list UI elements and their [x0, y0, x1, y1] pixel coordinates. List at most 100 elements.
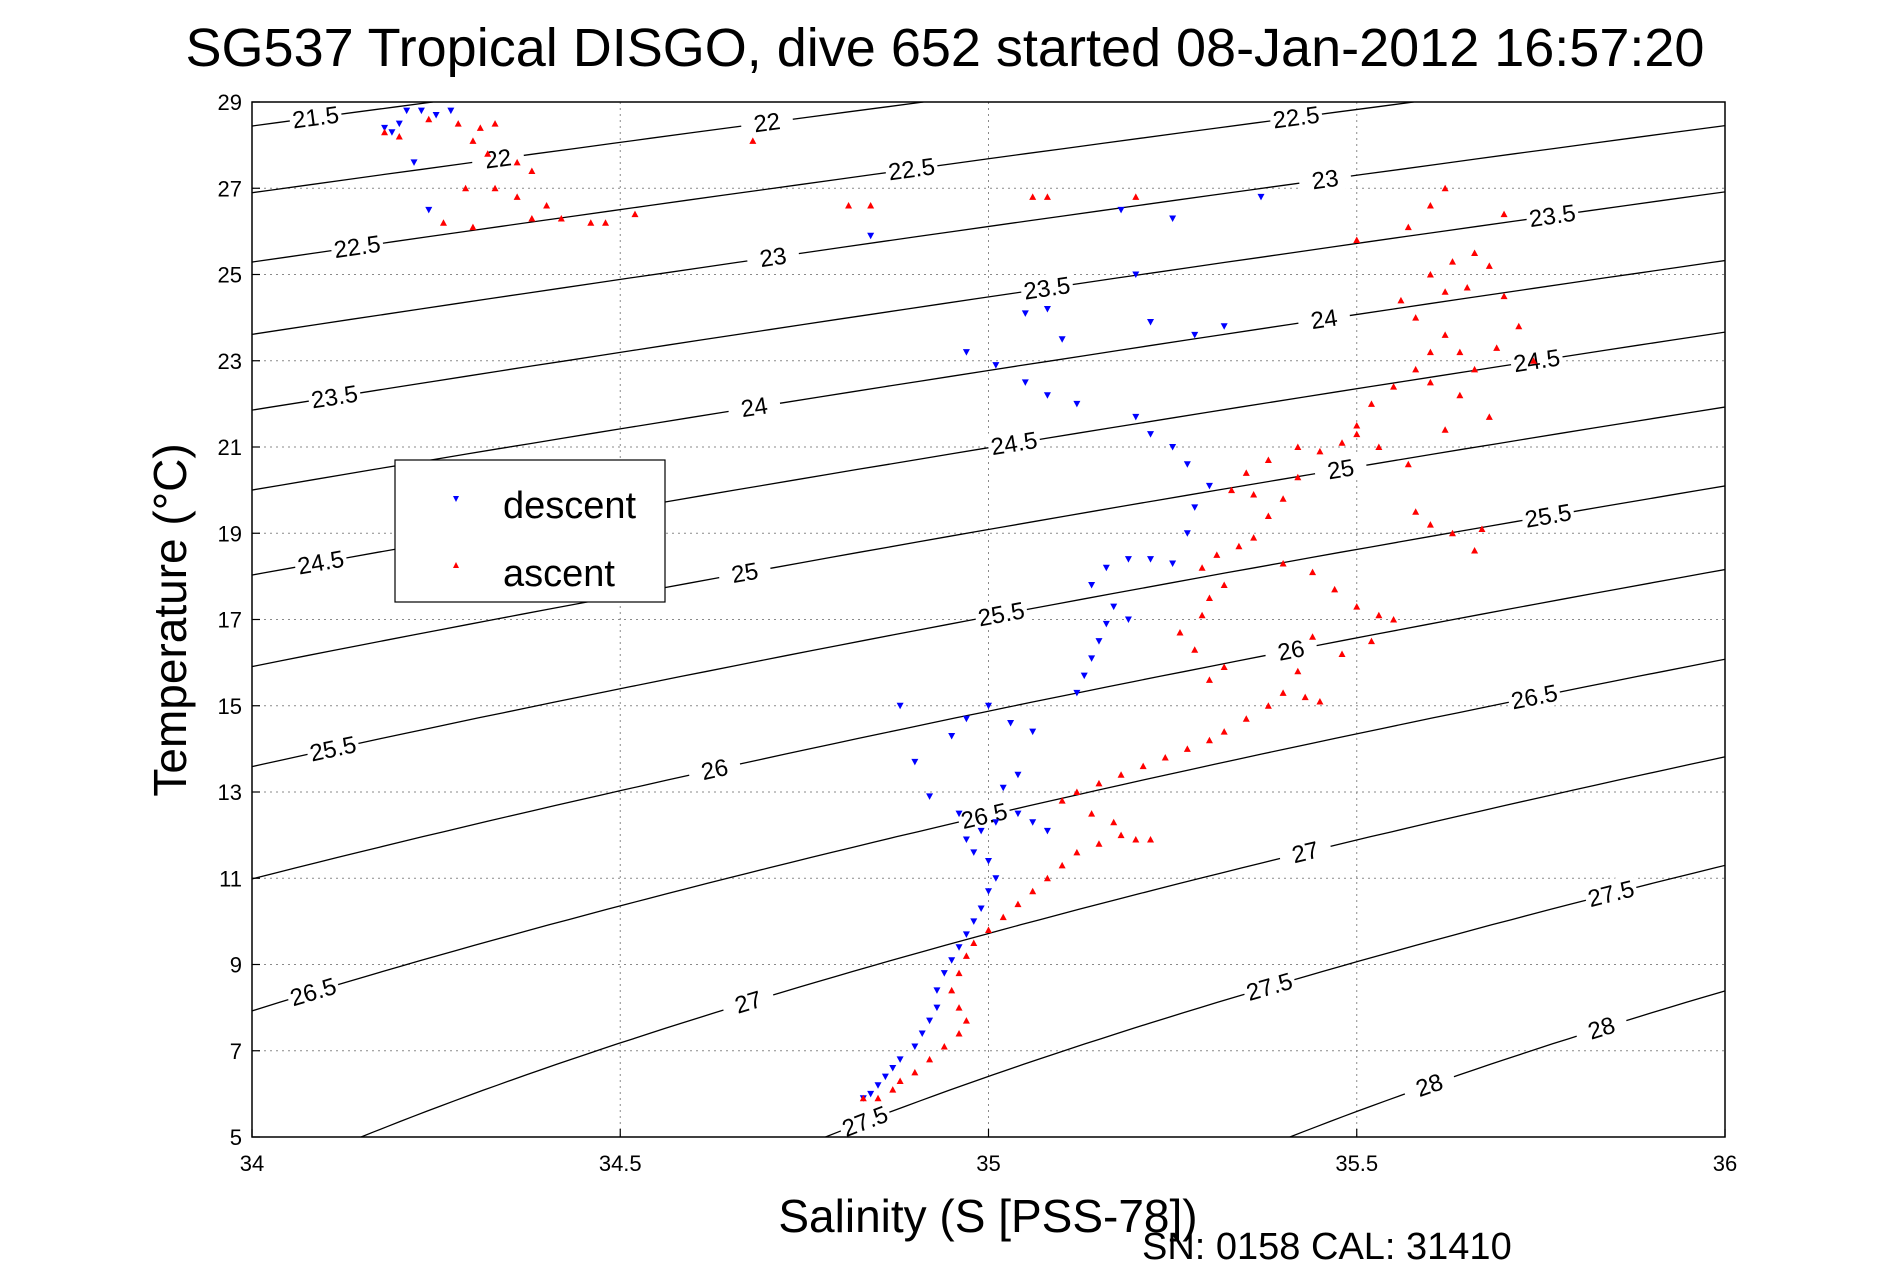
descent-point	[962, 931, 970, 938]
contour-label-bg	[739, 105, 795, 139]
descent-point	[381, 124, 389, 132]
ascent-point	[1426, 202, 1434, 209]
ascent-point	[1441, 331, 1449, 338]
descent-point	[417, 107, 425, 115]
density-contour-line	[1289, 990, 1725, 1137]
ascent-point	[1250, 490, 1258, 498]
contour-label-bg	[292, 544, 349, 580]
x-tick-label: 35.5	[1335, 1151, 1378, 1176]
descent-point	[1132, 413, 1140, 421]
contour-label-group: 23.5	[1524, 198, 1580, 233]
descent-point	[926, 793, 934, 800]
descent-point	[970, 849, 978, 856]
contour-label: 24	[1309, 304, 1339, 335]
ascent-point	[1500, 210, 1508, 218]
contour-label-bg	[1297, 162, 1353, 196]
contour-label: 25	[1325, 454, 1356, 485]
descent-point	[977, 905, 985, 912]
descent-point	[948, 957, 956, 964]
contour-label-group: 27	[1276, 832, 1334, 871]
contour-label-group: 22	[470, 141, 526, 175]
descent-point	[962, 715, 970, 723]
ascent-point	[1242, 715, 1250, 722]
ascent-point	[867, 202, 875, 209]
ascent-point	[1279, 495, 1287, 502]
ascent-point	[1441, 184, 1449, 192]
descent-point	[867, 1090, 875, 1098]
ascent-point	[1117, 831, 1125, 839]
descent-point	[889, 1065, 897, 1072]
descent-point	[1147, 431, 1155, 438]
contour-label-bg	[1262, 631, 1319, 668]
contour-label-group: 25.5	[1520, 497, 1576, 534]
ascent-point	[999, 913, 1007, 921]
ascent-point	[1205, 676, 1213, 683]
ascent-point	[1139, 762, 1147, 770]
contour-label-group: 23	[1297, 162, 1353, 196]
x-tick-label: 34.5	[599, 1151, 642, 1176]
contour-label-group: 24	[1296, 301, 1352, 335]
density-contour-line	[252, 568, 1725, 880]
descent-point	[896, 702, 904, 710]
ascent-point	[462, 184, 470, 192]
ascent-point	[845, 202, 853, 209]
contour-label-group: 22.5	[883, 151, 939, 186]
x-tick-label: 35	[976, 1151, 1000, 1176]
ascent-point	[491, 184, 499, 192]
descent-point	[1169, 215, 1177, 222]
ascent-point	[1264, 512, 1272, 519]
legend: descent ascent	[394, 459, 666, 603]
descent-point	[999, 784, 1007, 792]
density-contour-line	[252, 191, 1725, 411]
descent-point	[1021, 379, 1029, 386]
ascent-point	[1463, 283, 1471, 291]
descent-point	[962, 836, 970, 843]
descent-point	[985, 888, 992, 895]
descent-point	[425, 206, 433, 214]
x-tick-label: 34	[240, 1151, 264, 1176]
ascent-point	[1412, 314, 1420, 321]
contour-label-bg	[1276, 832, 1334, 871]
contour-label-bg	[1240, 966, 1298, 1006]
descent-point	[896, 1056, 904, 1063]
descent-point	[1088, 582, 1096, 589]
ascent-point	[1198, 564, 1206, 571]
density-contour-line	[252, 124, 1725, 336]
descent-point	[1124, 616, 1132, 623]
ascent-point	[1014, 900, 1022, 908]
y-tick-label: 7	[230, 1039, 242, 1064]
contour-label-bg	[287, 102, 343, 133]
ascent-point	[940, 1042, 948, 1050]
contour-label-group: 23.5	[1019, 270, 1075, 306]
ascent-point	[1147, 835, 1155, 843]
y-tick-label: 15	[218, 694, 242, 719]
y-tick-label: 11	[219, 866, 242, 891]
ascent-point	[484, 150, 492, 157]
descent-point	[1220, 323, 1228, 330]
density-contour-line	[252, 406, 1725, 668]
descent-point	[1080, 672, 1088, 680]
descent-point	[948, 732, 956, 740]
legend-label-descent: descent	[503, 485, 637, 527]
legend-label-ascent: ascent	[503, 553, 615, 595]
contour-label-group: 28	[1572, 1007, 1630, 1048]
descent-point	[1147, 318, 1155, 326]
ascent-point	[425, 115, 433, 123]
y-tick-label: 21	[218, 435, 242, 460]
contour-label-bg	[304, 729, 361, 767]
y-tick-label: 23	[218, 349, 242, 374]
ascent-point	[749, 137, 757, 144]
ascent-point	[1309, 633, 1317, 640]
ascent-point	[1058, 797, 1066, 804]
contour-label-bg	[1312, 451, 1369, 486]
ascent-point	[1058, 861, 1066, 869]
ascent-point	[1191, 646, 1199, 653]
descent-point	[1147, 556, 1155, 563]
contour-label-group: 22.5	[329, 229, 385, 264]
ascent-point	[1353, 603, 1361, 610]
descent-point	[867, 232, 875, 240]
ascent-point	[1088, 810, 1096, 817]
ascent-point	[1404, 223, 1412, 231]
legend-box	[394, 459, 666, 603]
contour-label-group: 21.5	[287, 102, 343, 134]
